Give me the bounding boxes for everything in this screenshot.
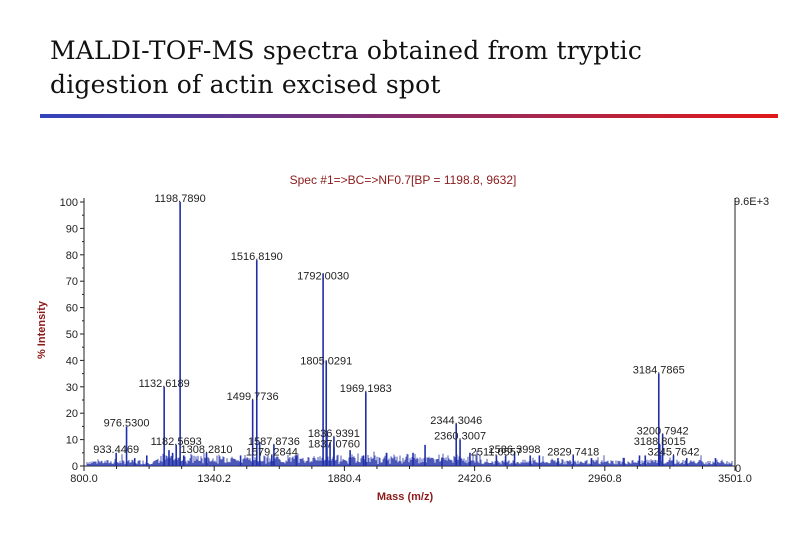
peak-mass-label: 1837.0760 [308,439,360,451]
title-divider-rule [40,114,778,118]
peak-mass-label: 3184.7865 [633,365,685,377]
x-tick-label: 1340.2 [197,473,231,485]
max-intensity-label: 9.6E+3 [734,196,769,208]
peak-mass-label: 933.4469 [93,444,139,456]
peak-mass-label: 1198.7890 [155,193,206,205]
y-axis-title: % Intensity [36,300,48,359]
peak-mass-label: 1499.7736 [227,391,279,403]
y-tick-label: 30 [66,382,78,394]
peak-mass-label: 1792.0030 [297,270,349,282]
peak-mass-label: 1969.1983 [340,383,392,395]
peak-mass-label: 2360.3007 [434,431,486,443]
peak-mass-label: 1836.9391 [308,428,360,440]
peak-mass-label: 1182.5693 [151,436,202,448]
y-tick-label: 40 [66,355,78,367]
peak-mass-label: 3245.7642 [647,446,699,458]
y-tick-label: 0 [72,461,78,473]
peak-mass-label: 2829.7418 [547,446,599,458]
y-tick-label: 60 [66,303,78,315]
peak-mass-label: 1579.2844 [246,446,298,458]
peak-mass-label: 1308.2810 [181,444,233,456]
slide-title-line-2: digestion of actin excised spot [50,70,441,99]
x-tick-label: 1880.4 [328,473,362,485]
peak-mass-label: 976.5300 [104,417,150,429]
chart-title: Spec #1=>BC=>NF0.7[BP = 1198.8, 9632] [290,173,517,187]
y-tick-label: 80 [66,250,78,262]
peak-mass-label: 2344.3046 [430,415,482,427]
peak-mass-label: 3200.7942 [637,425,689,437]
peak-mass-label: 3188.8015 [634,436,686,448]
y-tick-label: 20 [66,408,78,420]
peak-mass-label: 1516.8190 [231,251,283,263]
x-axis-title: Mass (m/z) [377,491,434,503]
y-tick-label: 50 [66,329,78,341]
baseline-noise-trace [86,450,733,466]
x-tick-label: 2420.6 [458,473,492,485]
y-tick-label: 90 [66,223,78,235]
slide-title: MALDI-TOF-MS spectra obtained from trypt… [50,34,770,102]
x-tick-label: 3501.0 [718,473,752,485]
x-tick-label: 800.0 [70,473,98,485]
y-tick-label: 70 [66,276,78,288]
peak-mass-label: 2511.0557 [471,446,522,458]
right-zero-label: 0 [735,463,741,475]
peak-mass-label: 1587.8736 [248,436,300,448]
y-tick-label: 10 [66,435,78,447]
slide-title-line-1: MALDI-TOF-MS spectra obtained from trypt… [50,36,643,65]
peak-mass-label: 1132.6189 [139,378,190,390]
x-tick-label: 2960.8 [588,473,622,485]
y-tick-label: 100 [60,197,78,209]
peak-mass-label: 2586.3998 [489,444,541,456]
peak-mass-label: 1805.0291 [300,355,352,367]
